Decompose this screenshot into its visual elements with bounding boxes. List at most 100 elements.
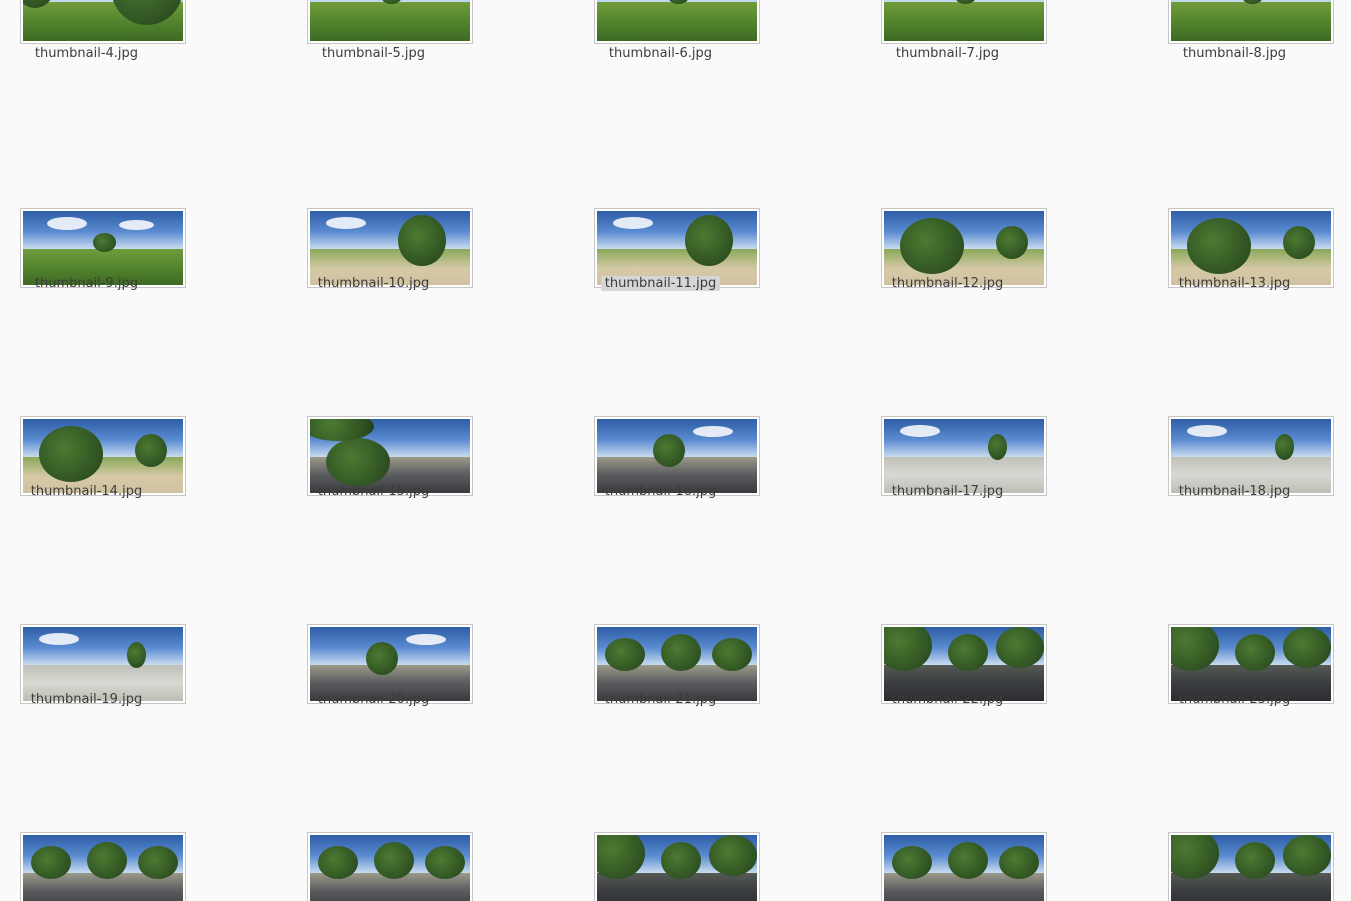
file-item[interactable]: thumbnail-14.jpg (0, 394, 190, 514)
file-thumbnail[interactable] (1168, 416, 1334, 496)
file-thumbnail[interactable] (20, 0, 186, 44)
file-name-label[interactable]: thumbnail-18.jpg (1128, 483, 1341, 501)
file-name-label[interactable]: thumbnail-6.jpg (554, 45, 767, 63)
file-name-label[interactable]: thumbnail-16.jpg (554, 483, 767, 501)
file-name-label[interactable]: thumbnail-17.jpg (841, 483, 1054, 501)
file-name-text: thumbnail-6.jpg (608, 46, 713, 61)
file-name-label[interactable]: thumbnail-20.jpg (267, 691, 480, 709)
thumbnail-image (310, 627, 470, 701)
file-name-text: thumbnail-22.jpg (891, 692, 1004, 707)
file-item[interactable]: thumbnail-13.jpg (1128, 186, 1338, 306)
file-item[interactable]: thumbnail-12.jpg (841, 186, 1051, 306)
file-name-text: thumbnail-19.jpg (30, 692, 143, 707)
file-name-label[interactable]: thumbnail-10.jpg (267, 275, 480, 293)
file-name-label[interactable]: thumbnail-15.jpg (267, 483, 480, 501)
file-thumbnail[interactable] (307, 832, 473, 901)
file-name-label[interactable]: thumbnail-14.jpg (0, 483, 193, 501)
thumbnail-image (597, 419, 757, 493)
file-item[interactable] (1128, 810, 1338, 901)
file-thumbnail[interactable] (20, 416, 186, 496)
thumbnail-image (23, 211, 183, 285)
thumbnail-image (23, 0, 183, 41)
file-name-label[interactable]: thumbnail-13.jpg (1128, 275, 1341, 293)
file-item[interactable]: thumbnail-21.jpg (554, 602, 764, 722)
file-thumbnail[interactable] (1168, 624, 1334, 704)
file-name-text: thumbnail-14.jpg (30, 484, 143, 499)
file-item[interactable]: thumbnail-17.jpg (841, 394, 1051, 514)
file-name-label[interactable]: thumbnail-22.jpg (841, 691, 1054, 709)
file-name-label[interactable]: thumbnail-4.jpg (0, 45, 193, 63)
thumbnail-image (23, 627, 183, 701)
file-item[interactable]: thumbnail-20.jpg (267, 602, 477, 722)
file-thumbnail[interactable] (1168, 0, 1334, 44)
file-name-label[interactable]: thumbnail-8.jpg (1128, 45, 1341, 63)
file-thumbnail[interactable] (1168, 208, 1334, 288)
file-item[interactable]: thumbnail-10.jpg (267, 186, 477, 306)
file-item[interactable]: thumbnail-8.jpg (1128, 0, 1338, 98)
file-thumbnail[interactable] (881, 416, 1047, 496)
file-thumbnail[interactable] (20, 624, 186, 704)
file-name-text: thumbnail-7.jpg (895, 46, 1000, 61)
file-item[interactable] (554, 810, 764, 901)
file-name-label[interactable]: thumbnail-11.jpg (554, 275, 767, 293)
file-thumbnail[interactable] (881, 208, 1047, 288)
thumbnail-image (1171, 0, 1331, 41)
file-thumbnail[interactable] (881, 0, 1047, 44)
file-item[interactable] (841, 810, 1051, 901)
file-item[interactable]: thumbnail-18.jpg (1128, 394, 1338, 514)
file-name-label[interactable]: thumbnail-19.jpg (0, 691, 193, 709)
file-name-text: thumbnail-21.jpg (604, 692, 717, 707)
file-thumbnail[interactable] (594, 624, 760, 704)
file-item[interactable]: thumbnail-16.jpg (554, 394, 764, 514)
file-name-text: thumbnail-23.jpg (1178, 692, 1291, 707)
file-thumbnail[interactable] (594, 0, 760, 44)
file-name-text: thumbnail-5.jpg (321, 46, 426, 61)
file-name-text: thumbnail-10.jpg (317, 276, 430, 291)
file-thumbnail[interactable] (20, 208, 186, 288)
file-thumbnail[interactable] (307, 0, 473, 44)
file-item[interactable]: thumbnail-19.jpg (0, 602, 190, 722)
file-thumbnail[interactable] (307, 624, 473, 704)
thumbnail-image (597, 0, 757, 41)
file-item[interactable]: thumbnail-9.jpg (0, 186, 190, 306)
file-name-text: thumbnail-11.jpg (600, 276, 721, 291)
file-thumbnail[interactable] (20, 832, 186, 901)
file-item[interactable]: thumbnail-4.jpg (0, 0, 190, 98)
file-name-text: thumbnail-8.jpg (1182, 46, 1287, 61)
file-thumbnail[interactable] (594, 416, 760, 496)
file-name-label[interactable]: thumbnail-9.jpg (0, 275, 193, 293)
file-name-label[interactable]: thumbnail-12.jpg (841, 275, 1054, 293)
thumbnail-image (1171, 211, 1331, 285)
file-item[interactable]: thumbnail-6.jpg (554, 0, 764, 98)
thumbnail-image (310, 0, 470, 41)
file-thumbnail[interactable] (594, 208, 760, 288)
file-name-text: thumbnail-20.jpg (317, 692, 430, 707)
file-thumbnail[interactable] (594, 832, 760, 901)
file-item[interactable]: thumbnail-23.jpg (1128, 602, 1338, 722)
file-thumbnail[interactable] (881, 624, 1047, 704)
file-item[interactable] (267, 810, 477, 901)
file-name-label[interactable]: thumbnail-5.jpg (267, 45, 480, 63)
file-name-label[interactable]: thumbnail-23.jpg (1128, 691, 1341, 709)
thumbnail-image (23, 419, 183, 493)
file-item[interactable]: thumbnail-11.jpg (554, 186, 764, 306)
file-name-text: thumbnail-16.jpg (604, 484, 717, 499)
file-thumbnail[interactable] (307, 416, 473, 496)
file-name-label[interactable]: thumbnail-7.jpg (841, 45, 1054, 63)
file-thumbnail[interactable] (307, 208, 473, 288)
file-thumbnail[interactable] (881, 832, 1047, 901)
thumbnail-image (1171, 835, 1331, 901)
file-item[interactable]: thumbnail-22.jpg (841, 602, 1051, 722)
thumbnail-image (310, 835, 470, 901)
thumbnail-image (597, 835, 757, 901)
file-name-label[interactable]: thumbnail-21.jpg (554, 691, 767, 709)
file-item[interactable] (0, 810, 190, 901)
file-thumbnail[interactable] (1168, 832, 1334, 901)
file-name-text: thumbnail-12.jpg (891, 276, 1004, 291)
file-name-text: thumbnail-13.jpg (1178, 276, 1291, 291)
file-item[interactable]: thumbnail-7.jpg (841, 0, 1051, 98)
file-item[interactable]: thumbnail-5.jpg (267, 0, 477, 98)
file-item[interactable]: thumbnail-15.jpg (267, 394, 477, 514)
thumbnail-image (884, 211, 1044, 285)
